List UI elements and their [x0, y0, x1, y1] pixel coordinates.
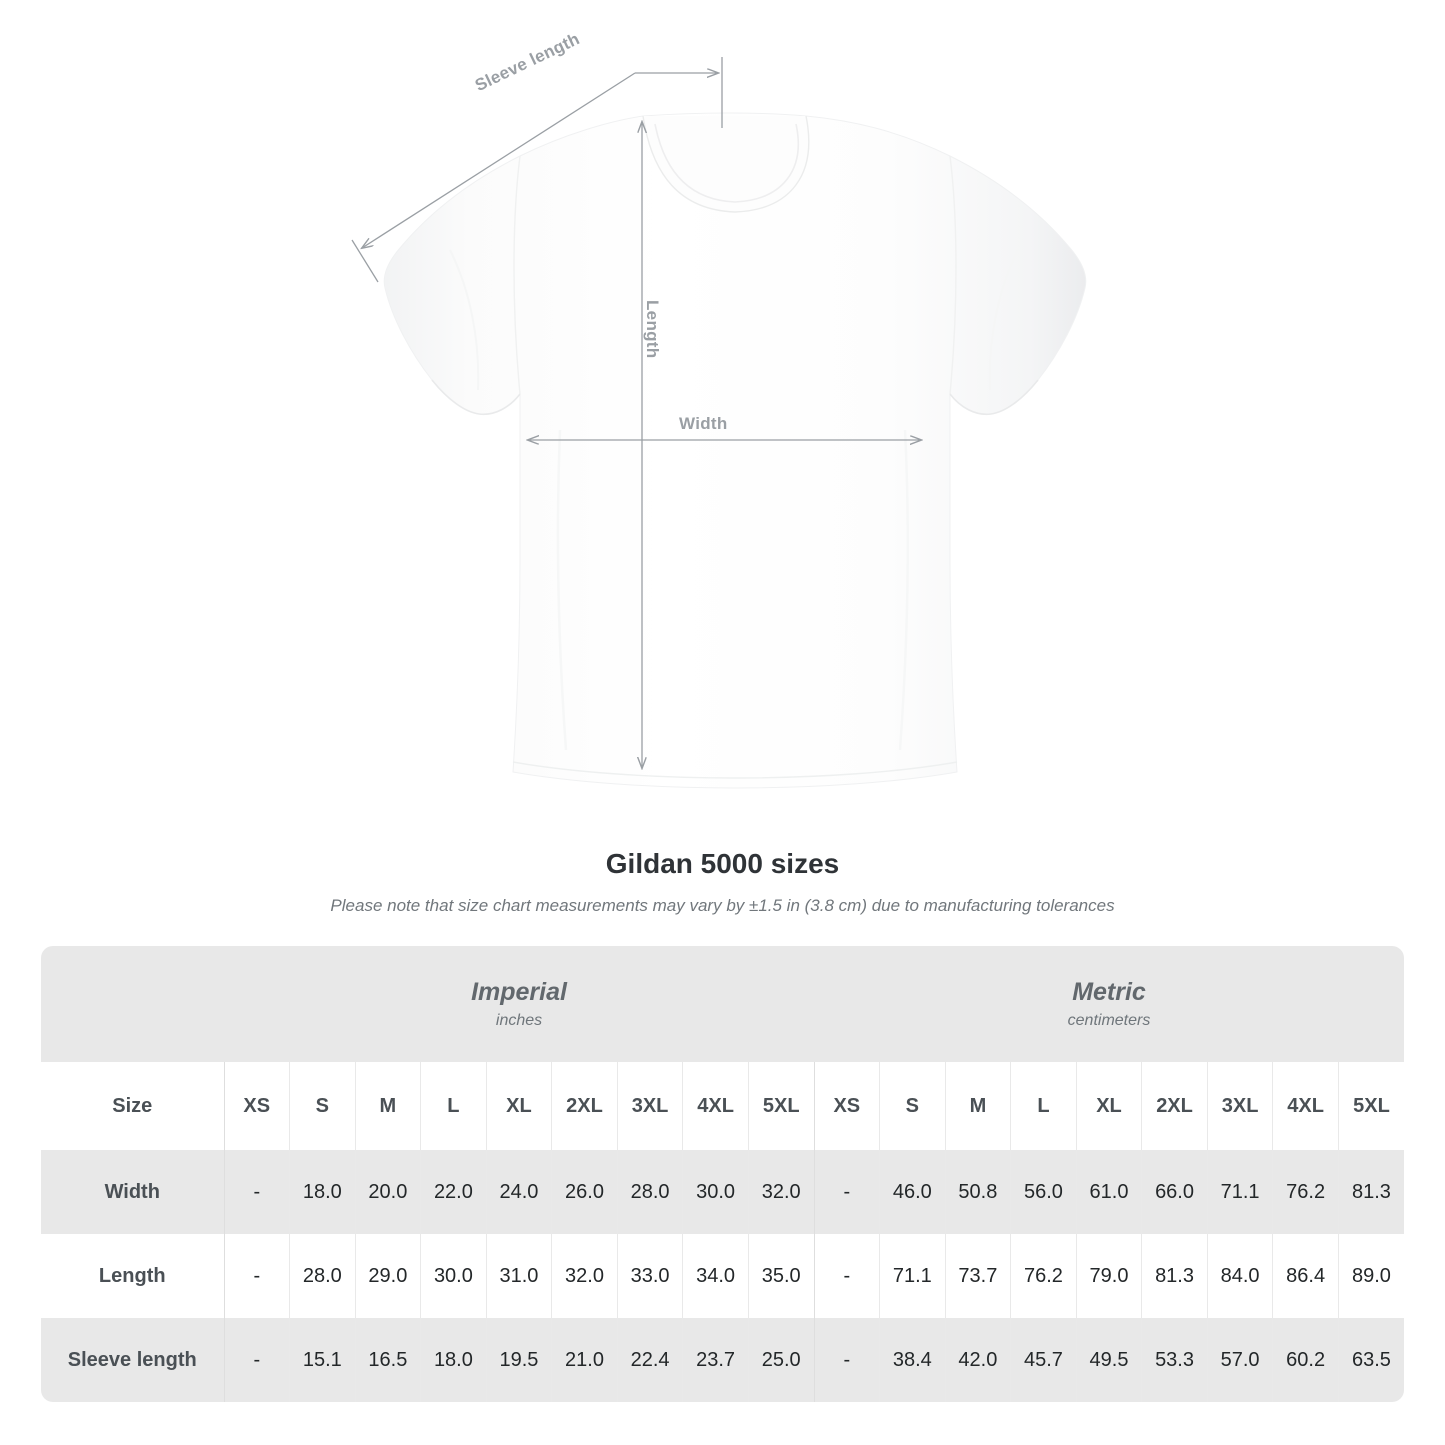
- size-header-metric-m: M: [944, 1062, 1011, 1150]
- measurement-lines: [351, 57, 921, 768]
- size-header-imperial-4xl: 4XL: [682, 1062, 749, 1150]
- size-header-imperial-3xl: 3XL: [616, 1062, 683, 1150]
- size-header-metric-s: S: [879, 1062, 946, 1150]
- cell-width-imperial-xl: 24.0: [485, 1150, 552, 1234]
- unit-subtitle: inches: [495, 1012, 543, 1030]
- cell-length-imperial-5xl: 35.0: [747, 1234, 815, 1318]
- row-label-width: Width: [41, 1150, 224, 1234]
- units-spacer-cell: [41, 946, 224, 1062]
- size-header-imperial-s: S: [289, 1062, 356, 1150]
- size-header-imperial-l: L: [420, 1062, 487, 1150]
- cell-sleeve-length-imperial-xs: -: [223, 1318, 290, 1402]
- cell-sleeve-length-metric-4xl: 60.2: [1272, 1318, 1339, 1402]
- cell-length-imperial-4xl: 34.0: [682, 1234, 749, 1318]
- cell-length-metric-l: 76.2: [1010, 1234, 1077, 1318]
- cell-sleeve-length-imperial-2xl: 21.0: [551, 1318, 618, 1402]
- cell-sleeve-length-imperial-5xl: 25.0: [747, 1318, 815, 1402]
- size-header-imperial-2xl: 2XL: [551, 1062, 618, 1150]
- cell-width-metric-l: 56.0: [1010, 1150, 1077, 1234]
- size-header-imperial-xs: XS: [223, 1062, 290, 1150]
- cell-sleeve-length-metric-xs: -: [813, 1318, 880, 1402]
- size-header-imperial-xl: XL: [485, 1062, 552, 1150]
- width-label: Width: [679, 414, 728, 433]
- cell-sleeve-length-metric-m: 42.0: [944, 1318, 1011, 1402]
- table-row: Length -28.0 29.0 30.0 31.0 32.0 33.0 34.0 35.0-…: [41, 1234, 1404, 1318]
- cell-width-imperial-3xl: 28.0: [616, 1150, 683, 1234]
- cell-sleeve-length-metric-2xl: 53.3: [1141, 1318, 1208, 1402]
- cell-length-metric-4xl: 86.4: [1272, 1234, 1339, 1318]
- unit-name: Metric: [1072, 977, 1146, 1006]
- tshirt-illustration: [351, 57, 1087, 789]
- cell-sleeve-length-metric-3xl: 57.0: [1206, 1318, 1273, 1402]
- cell-length-metric-xs: -: [813, 1234, 880, 1318]
- cell-width-imperial-4xl: 30.0: [682, 1150, 749, 1234]
- cell-length-metric-5xl: 89.0: [1337, 1234, 1404, 1318]
- shirt-body-shape: [383, 112, 1087, 789]
- cell-length-imperial-3xl: 33.0: [616, 1234, 683, 1318]
- cell-width-metric-5xl: 81.3: [1337, 1150, 1404, 1234]
- size-header-row: Size XS S M L XL 2XL 3XL 4XL 5XL XS S M L XL 2XL 3XL 4XL 5…: [41, 1062, 1404, 1150]
- row-label-sleeve-length: Sleeve length: [41, 1318, 224, 1402]
- size-header-metric-xs: XS: [813, 1062, 880, 1150]
- cell-sleeve-length-imperial-s: 15.1: [289, 1318, 356, 1402]
- cell-width-imperial-xs: -: [223, 1150, 290, 1234]
- cell-width-metric-4xl: 76.2: [1272, 1150, 1339, 1234]
- size-header-metric-xl: XL: [1075, 1062, 1142, 1150]
- cell-length-imperial-l: 30.0: [420, 1234, 487, 1318]
- size-chart-table: Imperial inches Metric centimeters Size XS S M L…: [41, 946, 1404, 1402]
- cell-width-imperial-s: 18.0: [289, 1150, 356, 1234]
- table-row: Width -18.0 20.0 22.0 24.0 26.0 28.0 30.0 32.0-4…: [41, 1150, 1404, 1234]
- tshirt-diagram: Sleeve length Length Width: [351, 29, 1087, 789]
- cell-length-imperial-s: 28.0: [289, 1234, 356, 1318]
- length-label: Length: [643, 300, 662, 359]
- cell-sleeve-length-imperial-3xl: 22.4: [616, 1318, 683, 1402]
- unit-group-imperial: Imperial inches: [224, 946, 815, 1062]
- cell-sleeve-length-imperial-l: 18.0: [420, 1318, 487, 1402]
- size-header-metric-3xl: 3XL: [1206, 1062, 1273, 1150]
- cell-sleeve-length-imperial-4xl: 23.7: [682, 1318, 749, 1402]
- cell-width-imperial-m: 20.0: [354, 1150, 421, 1234]
- cell-length-metric-2xl: 81.3: [1141, 1234, 1208, 1318]
- size-header-imperial-m: M: [354, 1062, 421, 1150]
- table-row: Sleeve length -15.1 16.5 18.0 19.5 21.0 22.4 23…: [41, 1318, 1404, 1402]
- page-title: Gildan 5000 sizes: [605, 848, 840, 879]
- cell-width-imperial-l: 22.0: [420, 1150, 487, 1234]
- cell-sleeve-length-imperial-m: 16.5: [354, 1318, 421, 1402]
- cell-sleeve-length-metric-5xl: 63.5: [1337, 1318, 1404, 1402]
- cell-width-metric-xl: 61.0: [1075, 1150, 1142, 1234]
- unit-subtitle: centimeters: [1067, 1012, 1151, 1030]
- cell-width-metric-xs: -: [813, 1150, 880, 1234]
- cell-length-metric-3xl: 84.0: [1206, 1234, 1273, 1318]
- cell-width-imperial-5xl: 32.0: [747, 1150, 815, 1234]
- cell-width-metric-3xl: 71.1: [1206, 1150, 1273, 1234]
- cell-length-imperial-xs: -: [223, 1234, 290, 1318]
- cell-width-metric-m: 50.8: [944, 1150, 1011, 1234]
- units-header-row: Imperial inches Metric centimeters: [41, 946, 1404, 1062]
- size-header-metric-4xl: 4XL: [1272, 1062, 1339, 1150]
- cell-sleeve-length-imperial-xl: 19.5: [485, 1318, 552, 1402]
- cell-sleeve-length-metric-xl: 49.5: [1075, 1318, 1142, 1402]
- cell-sleeve-length-metric-l: 45.7: [1010, 1318, 1077, 1402]
- size-header-label: Size: [41, 1062, 224, 1150]
- sleeve-length-arrow: [351, 57, 723, 283]
- cell-length-imperial-xl: 31.0: [485, 1234, 552, 1318]
- cell-length-metric-m: 73.7: [944, 1234, 1011, 1318]
- cell-length-imperial-2xl: 32.0: [551, 1234, 618, 1318]
- unit-name: Imperial: [471, 977, 567, 1006]
- cell-length-metric-s: 71.1: [879, 1234, 946, 1318]
- size-header-metric-l: L: [1010, 1062, 1077, 1150]
- cell-length-imperial-m: 29.0: [354, 1234, 421, 1318]
- cell-length-metric-xl: 79.0: [1075, 1234, 1142, 1318]
- page-subtitle: Please note that size chart measurements…: [330, 896, 1115, 915]
- size-header-imperial-5xl: 5XL: [747, 1062, 815, 1150]
- size-header-metric-5xl: 5XL: [1337, 1062, 1404, 1150]
- cell-width-imperial-2xl: 26.0: [551, 1150, 618, 1234]
- cell-width-metric-s: 46.0: [879, 1150, 946, 1234]
- size-header-metric-2xl: 2XL: [1141, 1062, 1208, 1150]
- cell-width-metric-2xl: 66.0: [1141, 1150, 1208, 1234]
- row-label-length: Length: [41, 1234, 224, 1318]
- unit-group-metric: Metric centimeters: [814, 946, 1404, 1062]
- cell-sleeve-length-metric-s: 38.4: [879, 1318, 946, 1402]
